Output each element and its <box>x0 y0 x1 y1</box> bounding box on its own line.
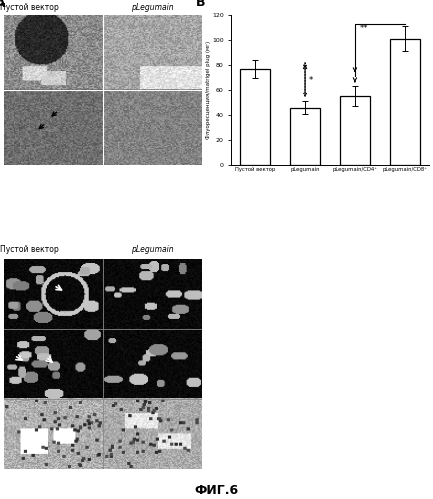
Bar <box>240 69 270 165</box>
Bar <box>390 39 420 165</box>
Y-axis label: Флуоресценция/matrigel plug (мг): Флуоресценция/matrigel plug (мг) <box>206 41 210 139</box>
Text: A: A <box>0 0 6 10</box>
Text: B: B <box>196 0 205 9</box>
Bar <box>340 96 370 165</box>
Text: pLegumain: pLegumain <box>131 3 174 12</box>
Text: *: * <box>309 76 313 85</box>
Bar <box>290 108 320 165</box>
Text: ФИГ.6: ФИГ.6 <box>194 484 239 497</box>
Text: Пустой вектор: Пустой вектор <box>0 3 58 12</box>
Text: Пустой вектор: Пустой вектор <box>0 246 58 254</box>
Text: **: ** <box>360 24 368 33</box>
Text: pLegumain: pLegumain <box>131 246 174 254</box>
